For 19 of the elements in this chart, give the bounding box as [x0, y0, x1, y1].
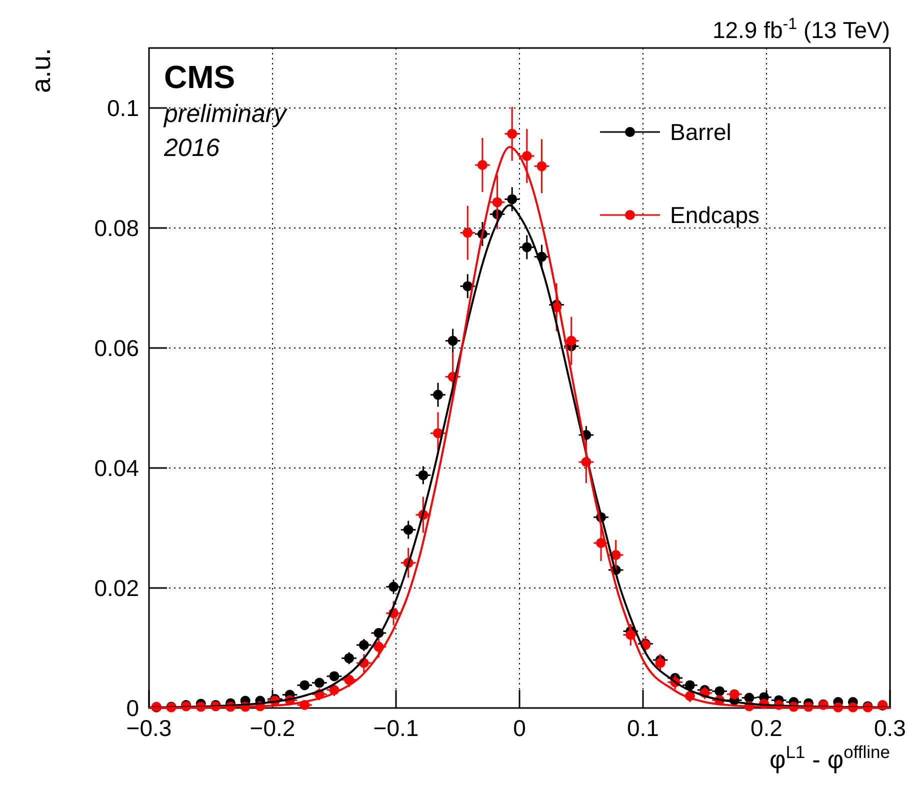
x-tick-label: 0 [513, 715, 526, 741]
x-tick-label: −0.2 [250, 715, 296, 741]
legend-label: Endcaps [670, 202, 760, 228]
x-tick-label: 0.2 [750, 715, 782, 741]
x-axis-title: φ$^{L1}$ - φ$^{offline}$ [769, 742, 890, 774]
x-tick-label: 0.3 [874, 715, 906, 741]
y-tick-label: 0.1 [107, 95, 139, 121]
x-tick-label: −0.1 [373, 715, 419, 741]
y-tick-label: 0.08 [94, 215, 139, 241]
annotation: 2016 [163, 134, 220, 162]
annotation: preliminary [163, 100, 288, 128]
y-axis-title: a.u. [26, 48, 56, 94]
y-tick-label: 0.06 [94, 335, 139, 361]
x-tick-label: 0.1 [627, 715, 659, 741]
annotation: CMS [164, 59, 236, 95]
legend-label: Barrel [670, 119, 732, 145]
chart-title: 12.9 fb$^{-1}$ (13 TeV) [712, 15, 890, 43]
y-tick-label: 0.04 [94, 455, 140, 481]
y-tick-label: 0.02 [94, 575, 139, 601]
